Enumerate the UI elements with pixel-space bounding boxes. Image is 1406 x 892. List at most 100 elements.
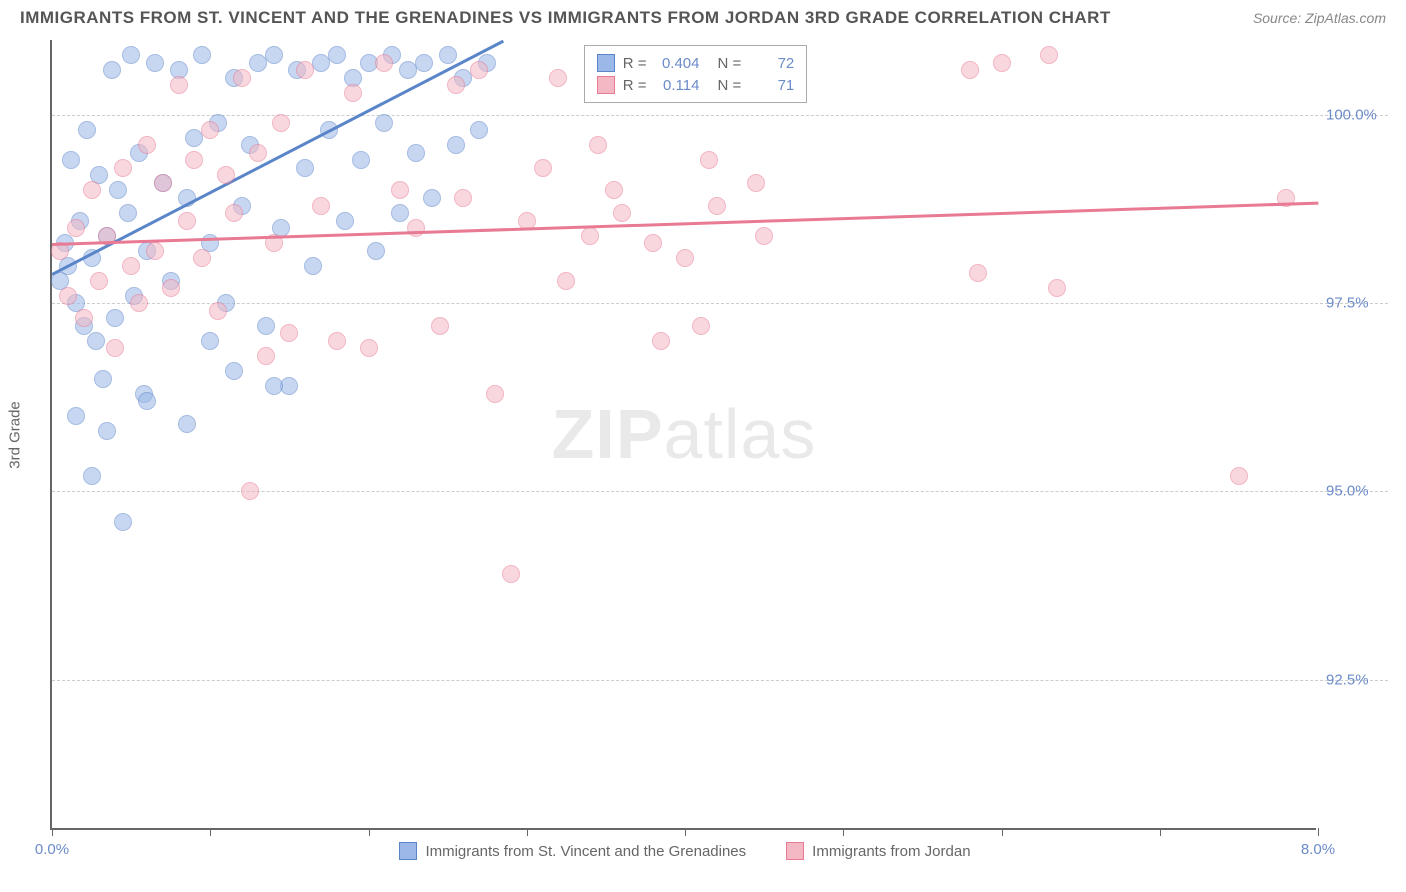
data-point bbox=[209, 302, 227, 320]
x-tick bbox=[843, 828, 844, 836]
data-point bbox=[130, 294, 148, 312]
data-point bbox=[708, 197, 726, 215]
data-point bbox=[407, 219, 425, 237]
data-point bbox=[162, 279, 180, 297]
data-point bbox=[1040, 46, 1058, 64]
legend-item: Immigrants from St. Vincent and the Gren… bbox=[399, 842, 746, 860]
y-axis-label: 3rd Grade bbox=[7, 401, 24, 469]
data-point bbox=[265, 46, 283, 64]
x-tick bbox=[685, 828, 686, 836]
data-point bbox=[700, 151, 718, 169]
y-tick-label: 92.5% bbox=[1326, 671, 1386, 688]
data-point bbox=[106, 309, 124, 327]
data-point bbox=[407, 144, 425, 162]
data-point bbox=[241, 482, 259, 500]
data-point bbox=[755, 227, 773, 245]
data-point bbox=[692, 317, 710, 335]
source-label: Source: ZipAtlas.com bbox=[1253, 10, 1386, 26]
data-point bbox=[344, 84, 362, 102]
data-point bbox=[961, 61, 979, 79]
data-point bbox=[119, 204, 137, 222]
data-point bbox=[336, 212, 354, 230]
data-point bbox=[328, 46, 346, 64]
data-point bbox=[534, 159, 552, 177]
legend-n-value: 71 bbox=[749, 77, 794, 94]
x-tick bbox=[1318, 828, 1319, 836]
x-tick bbox=[210, 828, 211, 836]
legend-swatch bbox=[597, 76, 615, 94]
x-tick bbox=[52, 828, 53, 836]
data-point bbox=[114, 159, 132, 177]
data-point bbox=[138, 136, 156, 154]
data-point bbox=[154, 174, 172, 192]
data-point bbox=[581, 227, 599, 245]
data-point bbox=[296, 159, 314, 177]
data-point bbox=[90, 272, 108, 290]
data-point bbox=[201, 332, 219, 350]
data-point bbox=[257, 347, 275, 365]
legend-item: Immigrants from Jordan bbox=[786, 842, 970, 860]
data-point bbox=[431, 317, 449, 335]
data-point bbox=[249, 144, 267, 162]
data-point bbox=[549, 69, 567, 87]
data-point bbox=[146, 54, 164, 72]
legend-r-value: 0.404 bbox=[654, 55, 699, 72]
legend-n-label: N = bbox=[717, 77, 741, 94]
data-point bbox=[375, 54, 393, 72]
legend-r-label: R = bbox=[623, 55, 647, 72]
y-tick-label: 97.5% bbox=[1326, 295, 1386, 312]
data-point bbox=[217, 166, 235, 184]
data-point bbox=[280, 324, 298, 342]
data-point bbox=[272, 114, 290, 132]
data-point bbox=[486, 385, 504, 403]
data-point bbox=[193, 46, 211, 64]
data-point bbox=[613, 204, 631, 222]
data-point bbox=[103, 61, 121, 79]
data-point bbox=[225, 204, 243, 222]
data-point bbox=[122, 46, 140, 64]
data-point bbox=[193, 249, 211, 267]
data-point bbox=[106, 339, 124, 357]
data-point bbox=[280, 377, 298, 395]
legend-row: R =0.114N =71 bbox=[597, 74, 795, 96]
data-point bbox=[391, 204, 409, 222]
x-tick bbox=[1002, 828, 1003, 836]
data-point bbox=[470, 61, 488, 79]
plot-area: ZIPatlas 92.5%95.0%97.5%100.0%0.0%8.0%R … bbox=[50, 40, 1316, 830]
data-point bbox=[415, 54, 433, 72]
data-point bbox=[138, 392, 156, 410]
data-point bbox=[747, 174, 765, 192]
data-point bbox=[109, 181, 127, 199]
data-point bbox=[122, 257, 140, 275]
data-point bbox=[676, 249, 694, 267]
data-point bbox=[178, 212, 196, 230]
data-point bbox=[201, 121, 219, 139]
data-point bbox=[312, 197, 330, 215]
data-point bbox=[114, 513, 132, 531]
data-point bbox=[170, 76, 188, 94]
data-point bbox=[993, 54, 1011, 72]
data-point bbox=[83, 467, 101, 485]
stats-legend: R =0.404N =72R =0.114N =71 bbox=[584, 45, 808, 103]
data-point bbox=[375, 114, 393, 132]
data-point bbox=[367, 242, 385, 260]
data-point bbox=[454, 189, 472, 207]
y-tick-label: 95.0% bbox=[1326, 483, 1386, 500]
data-point bbox=[391, 181, 409, 199]
grid-line bbox=[52, 303, 1388, 304]
data-point bbox=[447, 136, 465, 154]
data-point bbox=[67, 219, 85, 237]
chart-title: IMMIGRANTS FROM ST. VINCENT AND THE GREN… bbox=[20, 8, 1111, 28]
data-point bbox=[352, 151, 370, 169]
data-point bbox=[360, 339, 378, 357]
data-point bbox=[94, 370, 112, 388]
chart-container: 3rd Grade ZIPatlas 92.5%95.0%97.5%100.0%… bbox=[50, 40, 1386, 830]
data-point bbox=[83, 181, 101, 199]
data-point bbox=[328, 332, 346, 350]
data-point bbox=[1230, 467, 1248, 485]
data-point bbox=[75, 309, 93, 327]
legend-n-value: 72 bbox=[749, 55, 794, 72]
data-point bbox=[557, 272, 575, 290]
legend-n-label: N = bbox=[717, 55, 741, 72]
data-point bbox=[62, 151, 80, 169]
